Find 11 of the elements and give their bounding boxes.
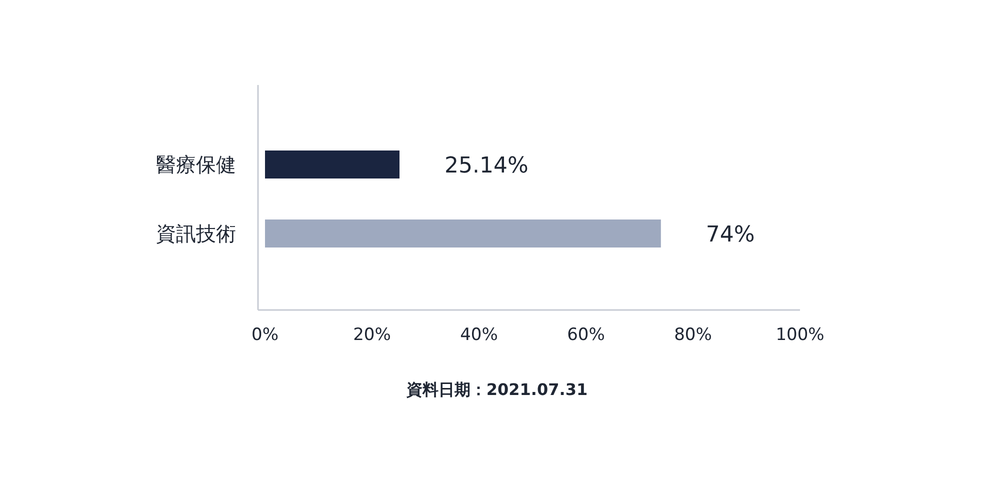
x-tick-label: 0% — [252, 325, 278, 345]
text: 資料日期：2021.07.31 — [405, 380, 588, 399]
data-label: 74% — [706, 222, 755, 248]
x-tick-label: 40% — [460, 325, 498, 345]
x-tick-label: 80% — [674, 325, 712, 345]
x-tick-label: 20% — [353, 325, 391, 345]
y-tick-label: 資訊技術 — [156, 222, 236, 246]
y-tick-label: 醫療保健 — [156, 152, 236, 176]
x-tick-label: 100% — [776, 325, 824, 345]
x-tick-label: 60% — [567, 325, 605, 345]
data-label: 25.14% — [444, 154, 528, 178]
